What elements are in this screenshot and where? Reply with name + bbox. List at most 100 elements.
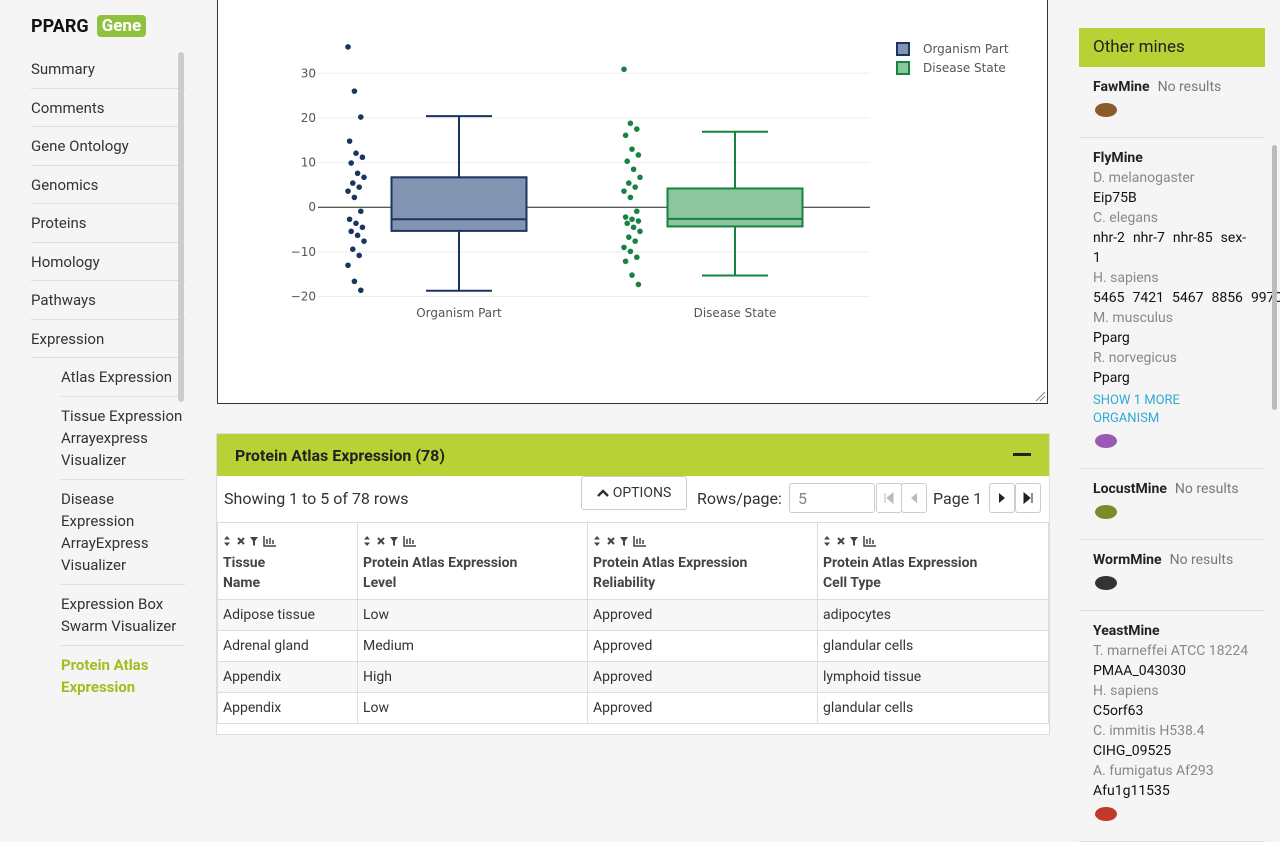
cell: glandular cells (817, 692, 1049, 724)
genes: C5orf63 (1093, 701, 1251, 721)
point (350, 180, 356, 186)
nav-item[interactable]: Comments (31, 89, 185, 127)
cell: Approved (587, 630, 818, 662)
point (630, 166, 637, 173)
gene-title: PPARG (31, 15, 89, 37)
row: Appendix Low Approved glandular cells (217, 692, 1049, 724)
point (622, 214, 629, 220)
point (621, 66, 627, 73)
point (346, 216, 353, 223)
organism: H. sapiens (1093, 683, 1159, 699)
organism: R. norvegicus (1093, 350, 1178, 366)
mine-head: FlyMine (1093, 148, 1251, 168)
prev-page[interactable] (901, 483, 927, 513)
column-title: Protein Atlas Expression (363, 555, 518, 571)
gene[interactable]: C5orf63 (1093, 703, 1144, 719)
gene[interactable]: 7421 (1132, 290, 1164, 306)
icon-shape (1095, 434, 1117, 448)
point (635, 152, 642, 158)
box (390, 176, 528, 232)
mine-icon (1095, 103, 1117, 117)
point (358, 208, 364, 215)
point (630, 224, 637, 231)
y-tick-label: 20 (301, 111, 316, 125)
organism: H. sapiens (1093, 270, 1159, 286)
gene[interactable]: Eip75B (1093, 190, 1137, 206)
mine-icon (1095, 434, 1117, 448)
gene[interactable]: CIHG_09525 (1093, 743, 1172, 759)
mine-name[interactable]: LocustMine (1093, 481, 1167, 497)
gene[interactable]: 8856 (1211, 290, 1243, 306)
nav-item[interactable]: Proteins (31, 204, 185, 243)
point (635, 218, 642, 224)
gene[interactable]: sex-1 (1093, 230, 1247, 266)
options-button[interactable]: OPTIONS (581, 476, 687, 510)
icon-shape (1095, 807, 1117, 821)
point (632, 184, 638, 190)
resize-handle[interactable] (1035, 391, 1046, 402)
point (637, 228, 643, 235)
point (627, 248, 634, 255)
mines-title: Other mines (1079, 28, 1265, 67)
mine-name[interactable]: FlyMine (1093, 150, 1143, 166)
nav-subitem[interactable]: Disease Expression ArrayExpress Visualiz… (61, 480, 185, 585)
column-icons[interactable] (823, 535, 883, 547)
nav-item[interactable]: Pathways (31, 281, 185, 320)
nav-subitem[interactable]: Expression Box Swarm Visualizer (61, 585, 185, 646)
chart-panel: −20 −10 0 10 20 30 Organism Part Disease State O… (217, 0, 1048, 404)
genes: CIHG_09525 (1093, 741, 1251, 761)
gene[interactable]: 5465 (1093, 290, 1125, 306)
mine-icon (1095, 576, 1117, 590)
point (353, 220, 359, 227)
column-icons[interactable] (363, 535, 423, 547)
gene[interactable]: PMAA_043030 (1093, 663, 1186, 679)
show-more[interactable]: SHOW 1 MORE ORGANISM (1093, 393, 1180, 426)
genes: Eip75B (1093, 188, 1251, 208)
brand: PPARG Gene (31, 15, 147, 37)
first-page[interactable] (876, 483, 902, 513)
mine-name[interactable]: YeastMine (1093, 623, 1160, 639)
nav-subitem[interactable]: Tissue Expression Arrayexpress Visualize… (61, 397, 185, 480)
point (626, 234, 632, 240)
nav-item[interactable]: Genomics (31, 166, 185, 204)
mine: LocustMine No results (1079, 469, 1265, 540)
legend-label: Disease State (923, 61, 1006, 75)
next-page[interactable] (989, 483, 1015, 513)
box (666, 187, 804, 228)
chart: −20 −10 0 10 20 30 Organism Part Disease State O… (291, 42, 1046, 402)
column-icons[interactable] (593, 535, 653, 547)
icon-shape (1095, 103, 1117, 117)
nav-item[interactable]: Gene Ontology (31, 127, 185, 166)
point (348, 228, 354, 235)
nav-subitem[interactable]: Protein Atlas Expression (61, 656, 149, 696)
nav-item[interactable]: Homology (31, 243, 185, 281)
column-icons[interactable] (223, 535, 283, 547)
point (624, 158, 630, 165)
column-title: Protein Atlas Expression (823, 555, 978, 571)
genes: PMAA_043030 (1093, 661, 1251, 681)
last-page[interactable] (1015, 483, 1041, 513)
gene[interactable]: 5467 (1171, 290, 1204, 306)
cell: Adrenal gland (217, 630, 358, 662)
point (622, 258, 629, 265)
mine-name[interactable]: WormMine (1093, 552, 1162, 568)
nav-subitem[interactable]: Atlas Expression (61, 358, 185, 397)
table-title: Protein Atlas Expression (78) (235, 445, 445, 465)
cell: Approved (587, 661, 818, 693)
row: Adipose tissue Low Approved adipocytes (217, 599, 1049, 631)
rows-select[interactable]: 5 (789, 483, 875, 513)
mine-name[interactable]: FawMine (1093, 79, 1150, 95)
nav-item[interactable]: Summary (31, 50, 185, 89)
showing: Showing 1 to 5 of 78 rows (224, 489, 409, 508)
gene[interactable]: Pparg (1093, 370, 1130, 386)
gene[interactable]: Pparg (1093, 330, 1130, 346)
collapse-button[interactable] (1013, 453, 1031, 457)
gene[interactable]: nhr-2 (1093, 230, 1125, 246)
gene[interactable]: nhr-7 (1132, 230, 1165, 246)
gene[interactable]: Afu1g11535 (1093, 783, 1170, 799)
nav-item[interactable]: Expression (31, 320, 185, 358)
organism: A. fumigatus Af293 (1093, 763, 1214, 779)
point (345, 44, 351, 50)
nav: Summary Comments Gene Ontology Genomics Prot… (31, 50, 185, 706)
gene[interactable]: nhr-85 (1172, 230, 1213, 246)
